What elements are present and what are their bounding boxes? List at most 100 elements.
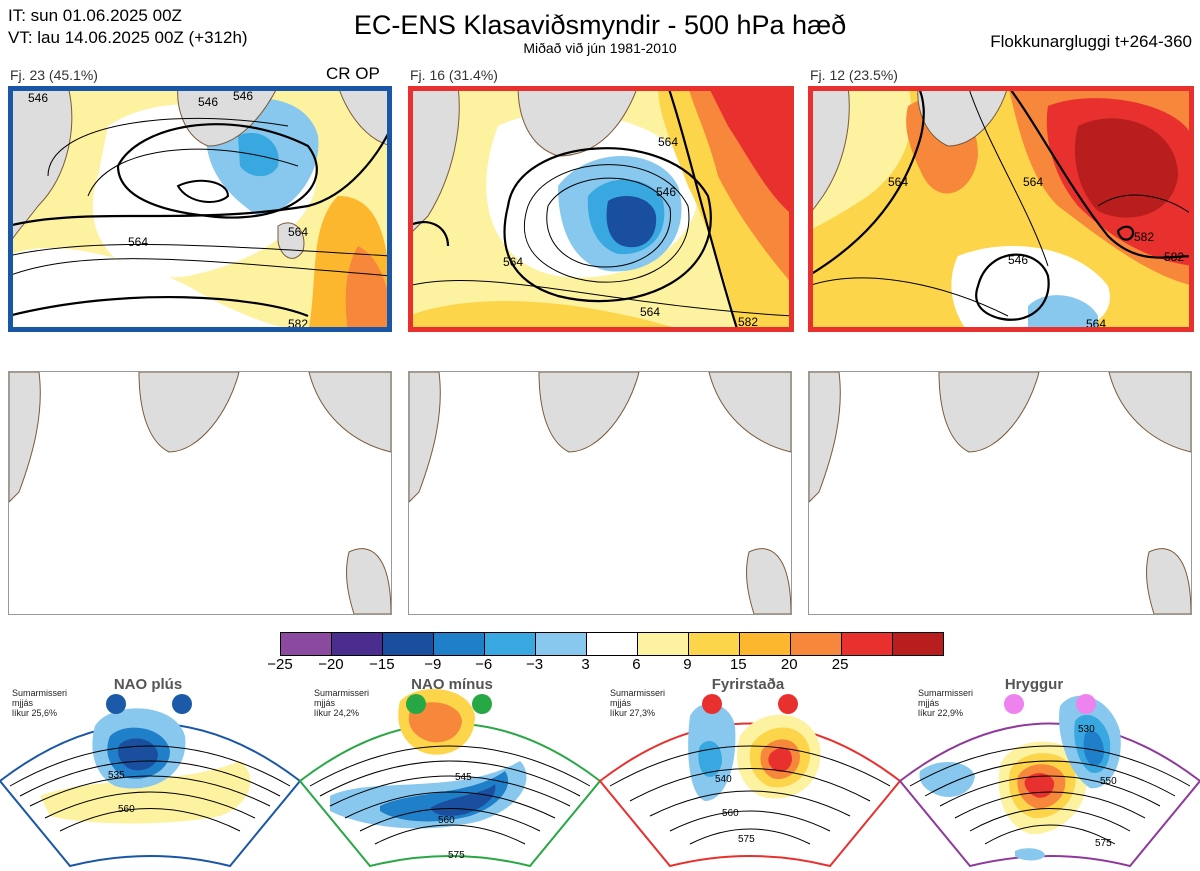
cluster-1-label: Fj. 23 (45.1%) (10, 67, 98, 83)
regime-4-info: Sumarmisseri mjjás líkur 22,9% (918, 688, 973, 718)
contour-label: 564 (503, 255, 523, 269)
regime-probability: líkur 24,2% (314, 708, 360, 718)
contour-label: 546 (198, 95, 218, 109)
valid-time: VT: lau 14.06.2025 00Z (+312h) (8, 28, 248, 47)
contour-label: 535 (108, 770, 125, 781)
regime-2-marker (472, 694, 492, 714)
regime-1-info: Sumarmisseri mjjás líkur 25,6% (12, 688, 67, 718)
colorbar-tick-label: −25 (267, 656, 293, 673)
anomaly-colorbar (280, 632, 944, 656)
colorbar-segment (433, 633, 484, 655)
contour-label: 564 (1023, 175, 1043, 189)
cluster-1-badge: CR OP (326, 64, 380, 83)
contour-label: 582 (1164, 250, 1184, 264)
contour-label: 560 (438, 815, 455, 826)
cluster-2-label: Fj. 16 (31.4%) (410, 67, 498, 83)
regime-probability: líkur 22,9% (918, 708, 964, 718)
colorbar-segment (586, 633, 637, 655)
contour-label: 575 (448, 850, 465, 861)
colorbar-segment (892, 633, 943, 655)
positive-anomaly (1074, 118, 1178, 218)
colorbar-segment (637, 633, 688, 655)
regime-3-info: Sumarmisseri mjjás líkur 27,3% (610, 688, 665, 718)
empty-map-2 (408, 371, 792, 615)
regime-3-marker (778, 694, 798, 714)
colorbar-tick-label: −9 (424, 656, 442, 673)
contour-label: 546 (1008, 253, 1028, 267)
regime-probability: líkur 25,6% (12, 708, 58, 718)
colorbar-labels: −25 −20 −15 −9 −6 −3 3 6 9 15 20 25 (267, 656, 942, 676)
colorbar-segment (281, 633, 331, 655)
regime-1-marker (106, 694, 126, 714)
regime-4-marker (1076, 694, 1096, 714)
colorbar-tick-label: 3 (581, 656, 590, 673)
cluster-2-map: 564 546 564 564 582 (408, 86, 794, 332)
regime-row: 535 560 545 560 575 (0, 676, 1200, 871)
colorbar-segment (331, 633, 382, 655)
empty-map-3 (808, 371, 1192, 615)
contour-label: 546 (28, 91, 48, 105)
colorbar-segment (841, 633, 892, 655)
regime-mode: mjjás (918, 698, 940, 708)
contour-label: 582 (1134, 230, 1154, 244)
empty-map-1 (8, 371, 392, 615)
cluster-2-frame (408, 86, 794, 332)
regime-season: Sumarmisseri (12, 688, 68, 698)
contour-label: 582 (738, 315, 758, 329)
regime-4-marker (1004, 694, 1024, 714)
cluster-3-label: Fj. 12 (23.5%) (810, 67, 898, 83)
colorbar-tick-label: 9 (683, 656, 692, 673)
contour-label: 564 (658, 135, 678, 149)
colorbar-tick-label: −3 (526, 656, 544, 673)
regime-2-marker (406, 694, 426, 714)
cluster-1-frame (8, 86, 392, 332)
regime-3-title: Fyrirstaða (711, 676, 785, 693)
init-time: IT: sun 01.06.2025 00Z (8, 6, 182, 25)
regime-season: Sumarmisseri (314, 688, 370, 698)
contour-label: 564 (288, 225, 308, 239)
regime-1-title: NAO plús (113, 676, 183, 693)
colorbar-tick-label: −20 (318, 656, 344, 673)
colorbar-segment (382, 633, 433, 655)
regime-2-info: Sumarmisseri mjjás líkur 24,2% (314, 688, 369, 718)
regime-probability: líkur 27,3% (610, 708, 656, 718)
colorbar-tick-label: 15 (729, 656, 747, 673)
colorbar-segment (790, 633, 841, 655)
regime-mode: mjjás (12, 698, 34, 708)
colorbar-segment (688, 633, 739, 655)
colorbar-segment (484, 633, 535, 655)
colorbar-tick-label: 6 (632, 656, 641, 673)
contour-label: 575 (1095, 838, 1112, 849)
contour-label: 560 (118, 804, 135, 815)
colorbar-segment (739, 633, 790, 655)
regime-season: Sumarmisseri (610, 688, 666, 698)
regime-3-frame (598, 722, 902, 868)
regime-mode: mjjás (314, 698, 336, 708)
contour-label: 575 (738, 834, 755, 845)
regime-4-title: Hryggur (1004, 676, 1064, 693)
contour-label: 546 (656, 185, 676, 199)
colorbar-tick-label: −15 (369, 656, 395, 673)
contour-label: 545 (455, 772, 472, 783)
cluster-3-frame (808, 86, 1194, 332)
contour-label: 560 (722, 808, 739, 819)
colorbar-segment (535, 633, 586, 655)
classification-window: Flokkunargluggi t+264-360 (990, 32, 1192, 51)
regime-1-marker (172, 694, 192, 714)
contour-label: 540 (715, 774, 732, 785)
colorbar-tick-label: −6 (475, 656, 493, 673)
colorbar-tick-label: 20 (780, 656, 798, 673)
contour-label: 546 (233, 89, 253, 103)
page-subtitle: Miðað við jún 1981-2010 (523, 40, 677, 56)
contour-label: 530 (1078, 724, 1095, 735)
contour-label: 564 (128, 235, 148, 249)
regime-mode: mjjás (610, 698, 632, 708)
regime-2-title: NAO mínus (411, 676, 493, 693)
page-title: EC-ENS Klasaviðsmyndir - 500 hPa hæð (353, 10, 847, 40)
cluster-3-map: 564 564 546 582 582 564 (808, 86, 1194, 332)
cluster-1-map: 546 546 564 564 582 546 (8, 86, 392, 332)
regime-3-marker (702, 694, 722, 714)
colorbar-tick-label: 25 (831, 656, 849, 673)
contour-label: 550 (1100, 776, 1117, 787)
contour-label: 564 (888, 175, 908, 189)
